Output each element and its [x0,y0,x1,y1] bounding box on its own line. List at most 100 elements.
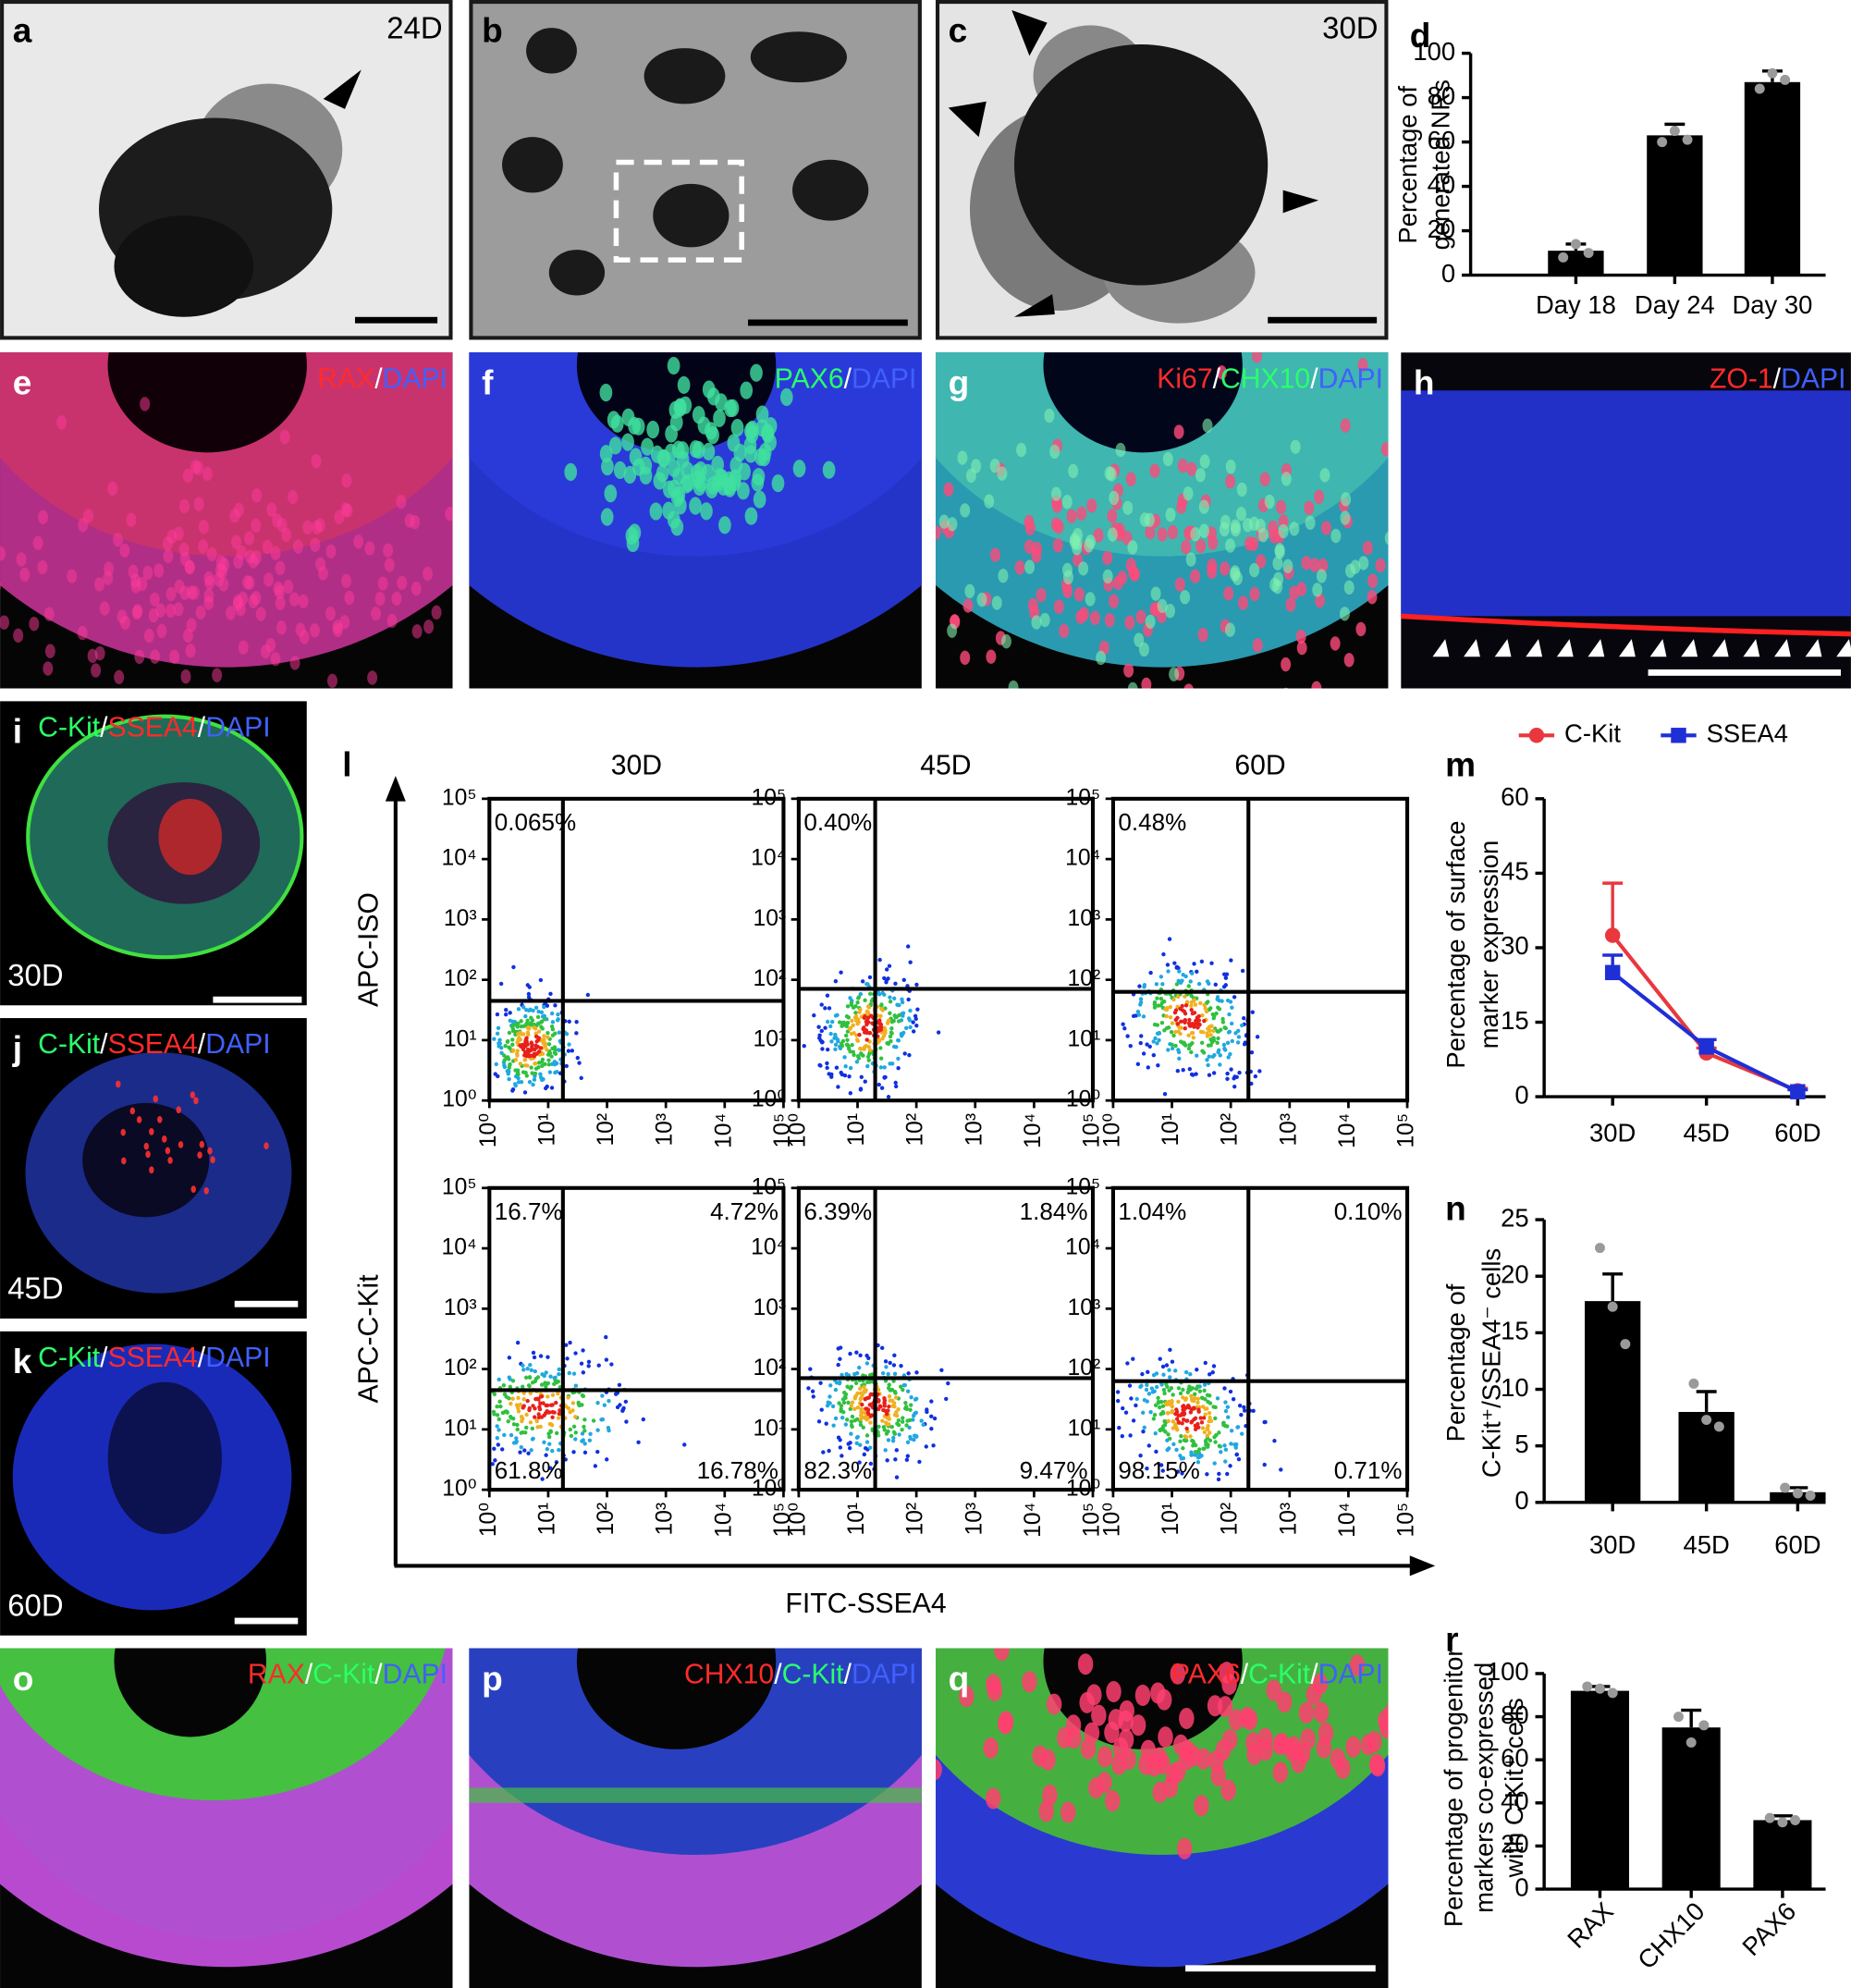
event-dot [1175,1068,1181,1074]
y-axis-label: generated NRs [1427,80,1455,250]
event-dot [1165,963,1171,967]
cell [1031,615,1042,630]
cell [1384,531,1389,546]
event-dot [1207,1054,1211,1059]
event-dot [853,1393,859,1398]
stain-part: PAX6 [1171,1660,1241,1690]
stain-part: / [844,363,852,394]
cell [1162,451,1173,467]
stain-part: C-Kit [1248,1660,1311,1690]
event-dot [525,1042,530,1047]
stain-label: Ki67/CHX10/DAPI [1157,363,1383,394]
event-dot [867,975,873,980]
event-dot [1181,1395,1185,1400]
x-tick-label: 30D [1589,1530,1636,1559]
event-dot [1194,1386,1199,1392]
event-dot [891,1430,897,1435]
event-dot [1161,1388,1167,1393]
cell [1194,1795,1209,1817]
cell [1221,1729,1238,1751]
cell [1225,538,1236,553]
event-dot [506,1057,511,1061]
event-dot [531,1082,535,1087]
cell [1155,1752,1171,1774]
event-dot [1145,1466,1149,1471]
image-panel [935,1648,1426,1988]
quadrant-percent: 6.39% [803,1197,872,1225]
cell [178,498,190,514]
event-dot [576,1402,582,1406]
event-dot [884,1412,889,1417]
y-axis-label: Percentage of progenitor [1439,1649,1467,1928]
event-dot [1168,1015,1173,1020]
image-panel [469,352,922,689]
event-dot [1162,1422,1168,1428]
event-dot [1115,1398,1121,1404]
cell [1411,1752,1426,1773]
lumen [107,352,307,453]
cell [1172,1734,1189,1756]
cell [715,393,728,411]
event-dot [606,1425,611,1430]
event-dot [553,1003,558,1008]
cell [758,443,772,461]
event-dot [538,1075,544,1080]
stain-label: PAX6/DAPI [775,363,917,394]
stain-part: SSEA4 [108,1343,198,1373]
event-dot [1136,1012,1142,1017]
event-dot [641,1417,645,1422]
cell [662,501,675,520]
cell [1185,552,1196,567]
data-point [1805,1491,1816,1501]
image-panel [935,352,1389,718]
column-title: 45D [920,751,971,781]
event-dot [848,1441,852,1445]
event-dot [1205,1393,1210,1397]
event-dot [869,999,875,1003]
cell [1197,627,1208,643]
cell [564,462,578,482]
event-dot [830,1404,836,1409]
event-dot [879,1086,885,1090]
event-dot [1202,1430,1207,1435]
event-dot [836,1346,840,1351]
event-dot [493,1458,497,1463]
event-dot [1158,1405,1162,1410]
event-dot [604,1334,608,1340]
event-dot [1181,1404,1185,1409]
cell [173,526,184,541]
event-dot [1222,1443,1227,1448]
event-dot [1173,1029,1178,1035]
cell [1278,701,1288,715]
event-dot [1161,1372,1166,1377]
cell [1242,1709,1258,1731]
event-dot [858,1442,863,1447]
event-dot [887,1394,892,1399]
cell [822,460,836,479]
event-dot [878,1046,883,1050]
cell [738,462,751,481]
event-dot [819,1407,824,1412]
event-dot [864,1361,870,1366]
event-dot [1183,1012,1188,1016]
cell [309,623,320,638]
cell [180,669,191,684]
event-dot [1170,1046,1175,1051]
event-dot [867,1048,873,1052]
x-tick-label: 10⁰ [1099,1503,1124,1537]
event-dot [1166,1025,1171,1030]
event-dot [881,1407,886,1413]
cell [1207,535,1219,550]
cell [195,605,206,620]
event-dot [1216,1477,1221,1482]
cell [726,399,740,417]
cell [1181,540,1192,555]
event-dot [1186,1021,1192,1025]
cell [1015,705,1025,718]
event-dot [510,1396,515,1401]
cell [342,503,353,519]
x-tick-label: PAX6 [1736,1896,1801,1961]
event-dot [893,981,898,987]
event-dot [1174,1447,1179,1453]
event-dot [573,1437,578,1442]
